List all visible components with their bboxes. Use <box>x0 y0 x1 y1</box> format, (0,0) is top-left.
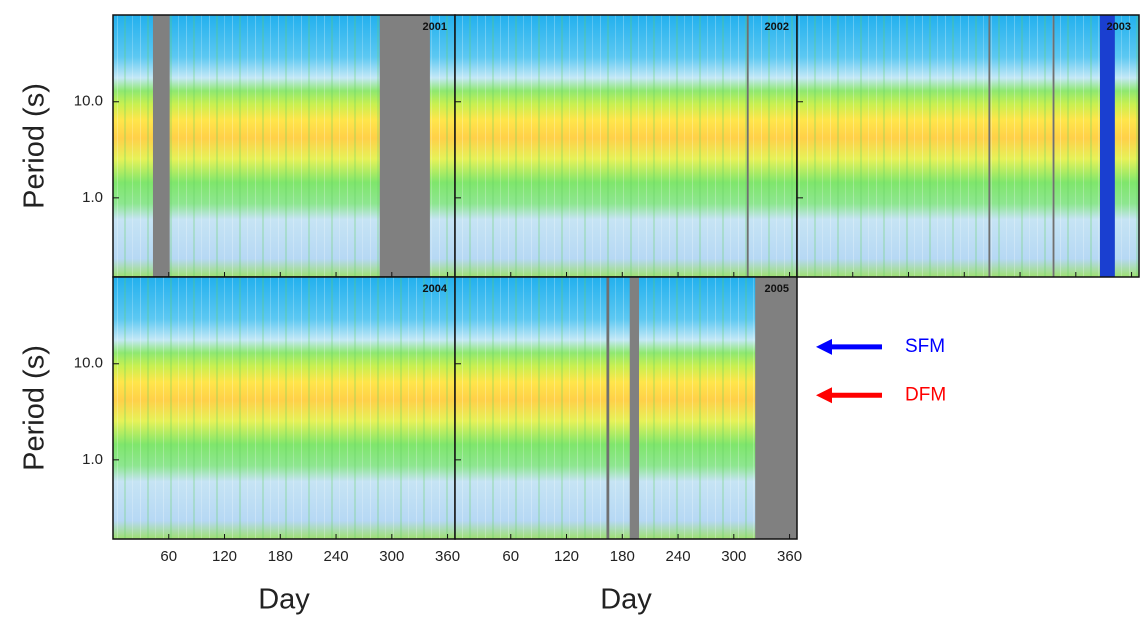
y-tick-label: 1.0 <box>82 189 103 206</box>
x-tick-label: 240 <box>666 548 691 565</box>
data-gap <box>1052 15 1055 277</box>
data-gap <box>755 277 797 539</box>
y-tick-label: 10.0 <box>74 93 103 110</box>
spectrogram-texture <box>455 15 797 277</box>
y-axis-label: Period (s) <box>19 345 51 471</box>
x-tick-label: 120 <box>554 548 579 565</box>
panel-label: 2002 <box>765 21 789 33</box>
panel-frame <box>454 276 798 540</box>
x-axis-label: Day <box>258 584 310 616</box>
spectrogram-texture <box>455 277 797 539</box>
y-tick-label: 1.0 <box>82 451 103 468</box>
spectrogram-texture <box>113 277 455 539</box>
x-tick-label: 300 <box>721 548 746 565</box>
x-tick-label: 240 <box>324 548 349 565</box>
data-gap <box>1099 15 1115 277</box>
x-tick-label: 300 <box>379 548 404 565</box>
data-gap <box>988 15 991 277</box>
panel-label: 2004 <box>423 283 448 295</box>
x-tick-label: 360 <box>777 548 802 565</box>
panel-label: 2001 <box>423 21 447 33</box>
panel-label: 2003 <box>1107 21 1131 33</box>
x-tick-label: 60 <box>160 548 177 565</box>
spectrogram-texture <box>797 15 1139 277</box>
arrow-head <box>816 387 832 404</box>
y-tick-label: 10.0 <box>74 355 103 372</box>
data-gap <box>606 277 610 539</box>
x-tick-label: 180 <box>610 548 635 565</box>
data-gap <box>746 15 749 277</box>
x-tick-label: 180 <box>268 548 293 565</box>
data-gap <box>379 15 430 277</box>
annotation-label: DFM <box>905 384 946 405</box>
y-axis-label: Period (s) <box>19 83 51 209</box>
x-axis-label: Day <box>600 584 652 616</box>
panel-frame <box>796 14 1140 278</box>
arrow-head <box>816 338 832 355</box>
x-tick-label: 60 <box>502 548 519 565</box>
x-tick-label: 120 <box>212 548 237 565</box>
data-gap <box>152 15 170 277</box>
data-gap <box>629 277 640 539</box>
x-tick-label: 360 <box>435 548 460 565</box>
panel-label: 2005 <box>765 283 789 295</box>
annotation-label: SFM <box>905 336 945 357</box>
